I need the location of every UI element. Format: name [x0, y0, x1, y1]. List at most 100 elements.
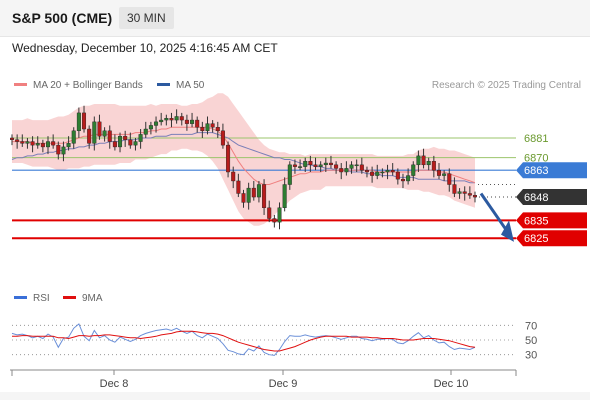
level-6825: 6825: [12, 230, 587, 247]
candle-body: [138, 134, 143, 142]
candle-body: [292, 164, 297, 167]
level-6870: 6870: [12, 153, 548, 165]
candle-body: [436, 169, 441, 176]
candle-body: [46, 141, 51, 148]
candle-body: [359, 164, 364, 171]
support-label: 6825: [524, 233, 548, 245]
candle-body: [246, 187, 251, 203]
candle-body: [107, 130, 112, 142]
candle-body: [133, 141, 138, 146]
candle-body: [87, 128, 92, 144]
forecast-arrow-head: [501, 220, 514, 242]
candle-body: [210, 123, 215, 128]
candle-body: [226, 144, 231, 173]
rsi-panel: 70 50 30: [11, 320, 537, 362]
level-6863: 6863: [12, 162, 587, 179]
candle-body: [205, 123, 210, 132]
candle-body: [395, 171, 400, 180]
rsi-tick-label: 70: [525, 320, 537, 332]
candle-body: [256, 184, 261, 198]
ma50-legend-label: MA 50: [176, 80, 205, 91]
candle-body: [277, 207, 282, 223]
candle-body: [123, 135, 128, 140]
level-6835: 6835: [12, 212, 587, 229]
candle-body: [20, 141, 25, 144]
candle-body: [76, 112, 81, 132]
level-6848: 6848: [475, 189, 587, 206]
forecast-arrow: [479, 192, 514, 242]
candle-body: [251, 187, 256, 198]
candle-body: [267, 207, 272, 219]
candle-body: [154, 121, 159, 126]
rsi-ma-line: [12, 330, 476, 352]
x-axis: Dec 8 Dec 9 Dec 10: [10, 369, 517, 390]
candle-body: [467, 193, 472, 196]
resistance-label: 6870: [524, 153, 548, 165]
chart-header: S&P 500 (CME) 30 MIN: [0, 0, 590, 37]
pivot-tag: [516, 162, 587, 179]
rsi-tick-label: 50: [525, 335, 537, 347]
forecast-arrow-shaft: [479, 192, 509, 232]
candle-body: [92, 121, 97, 144]
candle-body: [159, 119, 164, 123]
x-tick-label: Dec 8: [100, 378, 129, 390]
candle-body: [303, 161, 308, 167]
candle-body: [195, 119, 200, 128]
rsi-legend-label: RSI: [33, 293, 50, 304]
candle-body: [344, 168, 349, 173]
ma50-swatch: [157, 82, 170, 86]
support-tag: [516, 230, 587, 247]
candle-body: [236, 180, 241, 194]
candle-body: [380, 171, 385, 174]
candle-body: [143, 128, 148, 135]
candle-body: [426, 161, 431, 166]
candle-body: [82, 112, 87, 130]
candle-body: [272, 218, 277, 223]
candle-body: [71, 130, 76, 144]
rsi-tick-label: 30: [525, 350, 537, 362]
candle-body: [51, 141, 56, 146]
candle-body: [339, 168, 344, 173]
candle-body: [473, 195, 478, 198]
candle-body: [215, 127, 220, 132]
candle-body: [179, 116, 184, 121]
candle-body: [375, 171, 380, 176]
research-credit: Research © 2025 Trading Central: [431, 80, 581, 91]
candle-body: [416, 155, 421, 166]
x-tick-label: Dec 9: [269, 378, 298, 390]
candle-body: [411, 164, 416, 176]
rsi-ma-swatch: [63, 295, 76, 299]
interval-button[interactable]: 30 MIN: [119, 7, 174, 29]
candle-body: [97, 121, 102, 137]
candle-body: [241, 193, 246, 203]
candle-body: [400, 178, 405, 182]
candle-body: [421, 155, 426, 166]
pivot-label: 6863: [524, 165, 548, 177]
bollinger-band: [12, 93, 475, 226]
chart-footer: [0, 392, 590, 400]
candle-body: [174, 116, 179, 121]
candle-body: [200, 127, 205, 132]
resistance-label: 6881: [524, 133, 548, 145]
ma20-swatch: [14, 82, 27, 86]
candle-body: [390, 169, 395, 173]
candle-body: [452, 184, 457, 194]
current-tag: [516, 189, 587, 206]
candle-body: [431, 161, 436, 171]
timestamp: Wednesday, December 10, 2025 4:16:45 AM …: [12, 41, 278, 55]
candle-body: [323, 162, 328, 166]
candle-body: [298, 166, 303, 168]
instrument-title: S&P 500 (CME): [12, 10, 113, 26]
candle-body: [9, 137, 14, 140]
candle-body: [364, 169, 369, 173]
candle-body: [56, 144, 61, 155]
candle-body: [35, 143, 40, 146]
support-tag: [516, 212, 587, 229]
candle-body: [328, 162, 333, 166]
support-label: 6835: [524, 215, 548, 227]
candle-body: [318, 164, 323, 167]
rsi-line: [11, 323, 476, 356]
candle-body: [118, 135, 123, 148]
rsi-ma-legend-label: 9MA: [82, 293, 103, 304]
